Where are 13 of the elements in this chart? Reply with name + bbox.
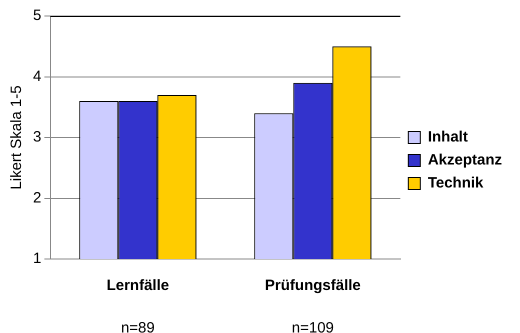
text: n=109 (292, 320, 334, 333)
y-tick-label: 2 (33, 189, 42, 206)
y-axis-title: Likert Skala 1-5 (8, 85, 26, 190)
y-tick-label: 4 (33, 68, 42, 85)
legend-label: Akzeptanz (428, 152, 502, 169)
x-tick-label: Lernfälle (106, 277, 170, 294)
y-tick-label: 1 (33, 250, 42, 268)
legend-label: Inhalt (428, 128, 468, 146)
legend-label: Technik (428, 174, 484, 192)
text: n=89 (120, 320, 155, 333)
y-tick-label: 5 (33, 7, 42, 24)
y-tick-label: 3 (33, 128, 42, 146)
x-tick-label: Prüfungsfälle (264, 277, 361, 294)
